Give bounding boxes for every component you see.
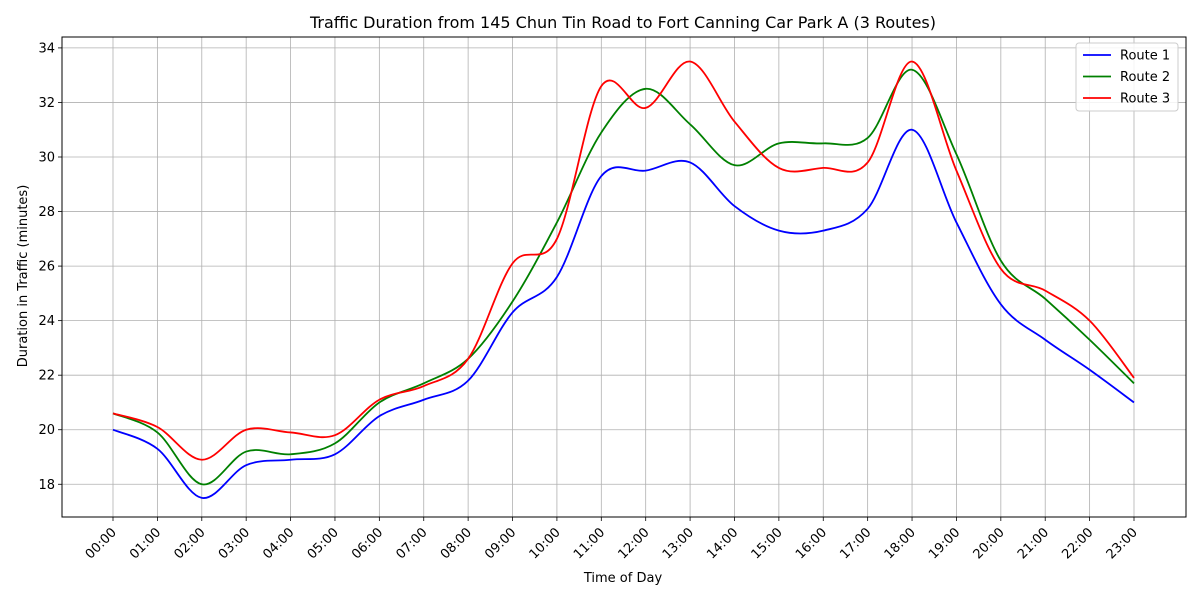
y-axis-label: Duration in Traffic (minutes)	[16, 185, 31, 368]
y-tick-label: 34	[38, 41, 55, 56]
series-2	[112, 68, 1135, 486]
legend-box	[1075, 42, 1179, 112]
y-tick-label: 20	[38, 423, 55, 438]
x-axis-label: Time of Day	[583, 571, 663, 586]
y-tick-label: 28	[38, 205, 55, 220]
series-lines	[112, 60, 1135, 499]
series-line-route-2	[112, 68, 1135, 486]
legend-label-route-2: Route 2	[1120, 70, 1170, 85]
legend-label-route-1: Route 1	[1120, 49, 1170, 64]
series-line-route-1	[112, 128, 1135, 499]
y-tick-label: 24	[38, 314, 55, 329]
y-tick-label: 30	[38, 151, 55, 166]
chart-title: Traffic Duration from 145 Chun Tin Road …	[309, 13, 936, 32]
plot-frame	[61, 36, 1187, 518]
y-tick-label: 26	[38, 260, 55, 275]
y-tick-label: 32	[38, 96, 55, 111]
y-tick-label: 22	[38, 369, 55, 384]
legend: Route 1 Route 2 Route 3	[1075, 42, 1179, 112]
grid	[62, 37, 1186, 517]
series-1	[112, 128, 1135, 499]
series-3	[112, 60, 1135, 461]
series-line-route-3	[112, 60, 1135, 461]
y-tick-label: 18	[38, 478, 55, 493]
legend-label-route-3: Route 3	[1120, 92, 1170, 107]
